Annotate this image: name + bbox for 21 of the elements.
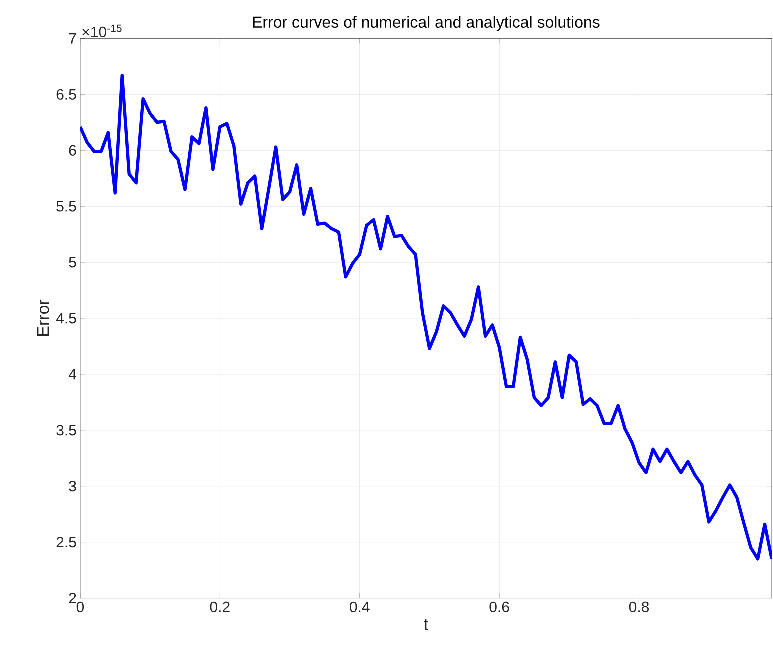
text: ×10$^{-15}$ (82, 25, 122, 38)
y-tick-label: 4 (68, 370, 76, 380)
x-axis-title: t (424, 620, 428, 631)
y-axis-title: Error (37, 300, 50, 336)
y-tick-label: 3.5 (56, 425, 76, 436)
y-tick-label: 4.5 (56, 313, 76, 324)
x-tick-label: 0.2 (210, 602, 230, 613)
y-tick-label: 5.5 (56, 202, 76, 212)
x-tick-label: 0.6 (490, 602, 510, 613)
y-tick-label: 7 (69, 34, 76, 44)
x-tick-label: 0.4 (350, 602, 370, 613)
y-tick-label: 2 (69, 593, 76, 604)
y-tick-label: 3 (69, 481, 76, 492)
line-series (80, 74, 772, 561)
x-tick-label: 0 (76, 602, 84, 613)
chart-title: Error curves of numerical and analytical solutions (253, 16, 600, 32)
y-tick-label: 2.5 (56, 537, 76, 548)
x-tick-label: 0.8 (629, 602, 650, 613)
y-tick-label: 6 (69, 146, 76, 156)
y-tick-label: 6.5 (56, 90, 76, 100)
y-tick-label: 5 (69, 258, 76, 268)
